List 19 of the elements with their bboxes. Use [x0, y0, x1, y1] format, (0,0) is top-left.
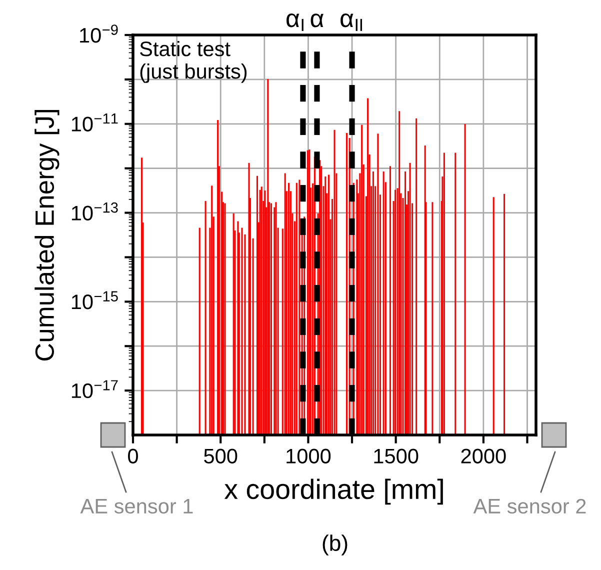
y-tick-label: 10$^{−9}$ — [80, 24, 118, 43]
y-axis-title: Cumulated Energy [J] — [34, 110, 60, 361]
x-tick-label: 1500 — [374, 448, 418, 464]
ref-line-label: α$_{I}$ — [286, 14, 304, 31]
y-tick-label: 10$^{−13}$ — [72, 202, 118, 220]
ref-line-label: α$_{II}$ — [340, 14, 362, 31]
text: AE sensor 1 — [80, 499, 193, 514]
x-tick-label: 500 — [204, 448, 238, 464]
x-tick-label: 1000 — [286, 448, 331, 464]
y-tick-label: 10$^{−17}$ — [72, 380, 118, 398]
y-tick-label: 10$^{−15}$ — [72, 291, 118, 310]
text: (b) — [322, 534, 348, 556]
y-tick-label: 10$^{−11}$ — [72, 114, 118, 132]
ref-line-label: α — [310, 14, 324, 28]
x-axis-title: x coordinate [mm] — [224, 478, 443, 505]
x-tick-label: 2000 — [461, 448, 506, 464]
text: AE sensor 2 — [473, 498, 586, 514]
x-tick-label: 0 — [128, 448, 138, 464]
annotation: Static test (just bursts) — [140, 41, 247, 83]
